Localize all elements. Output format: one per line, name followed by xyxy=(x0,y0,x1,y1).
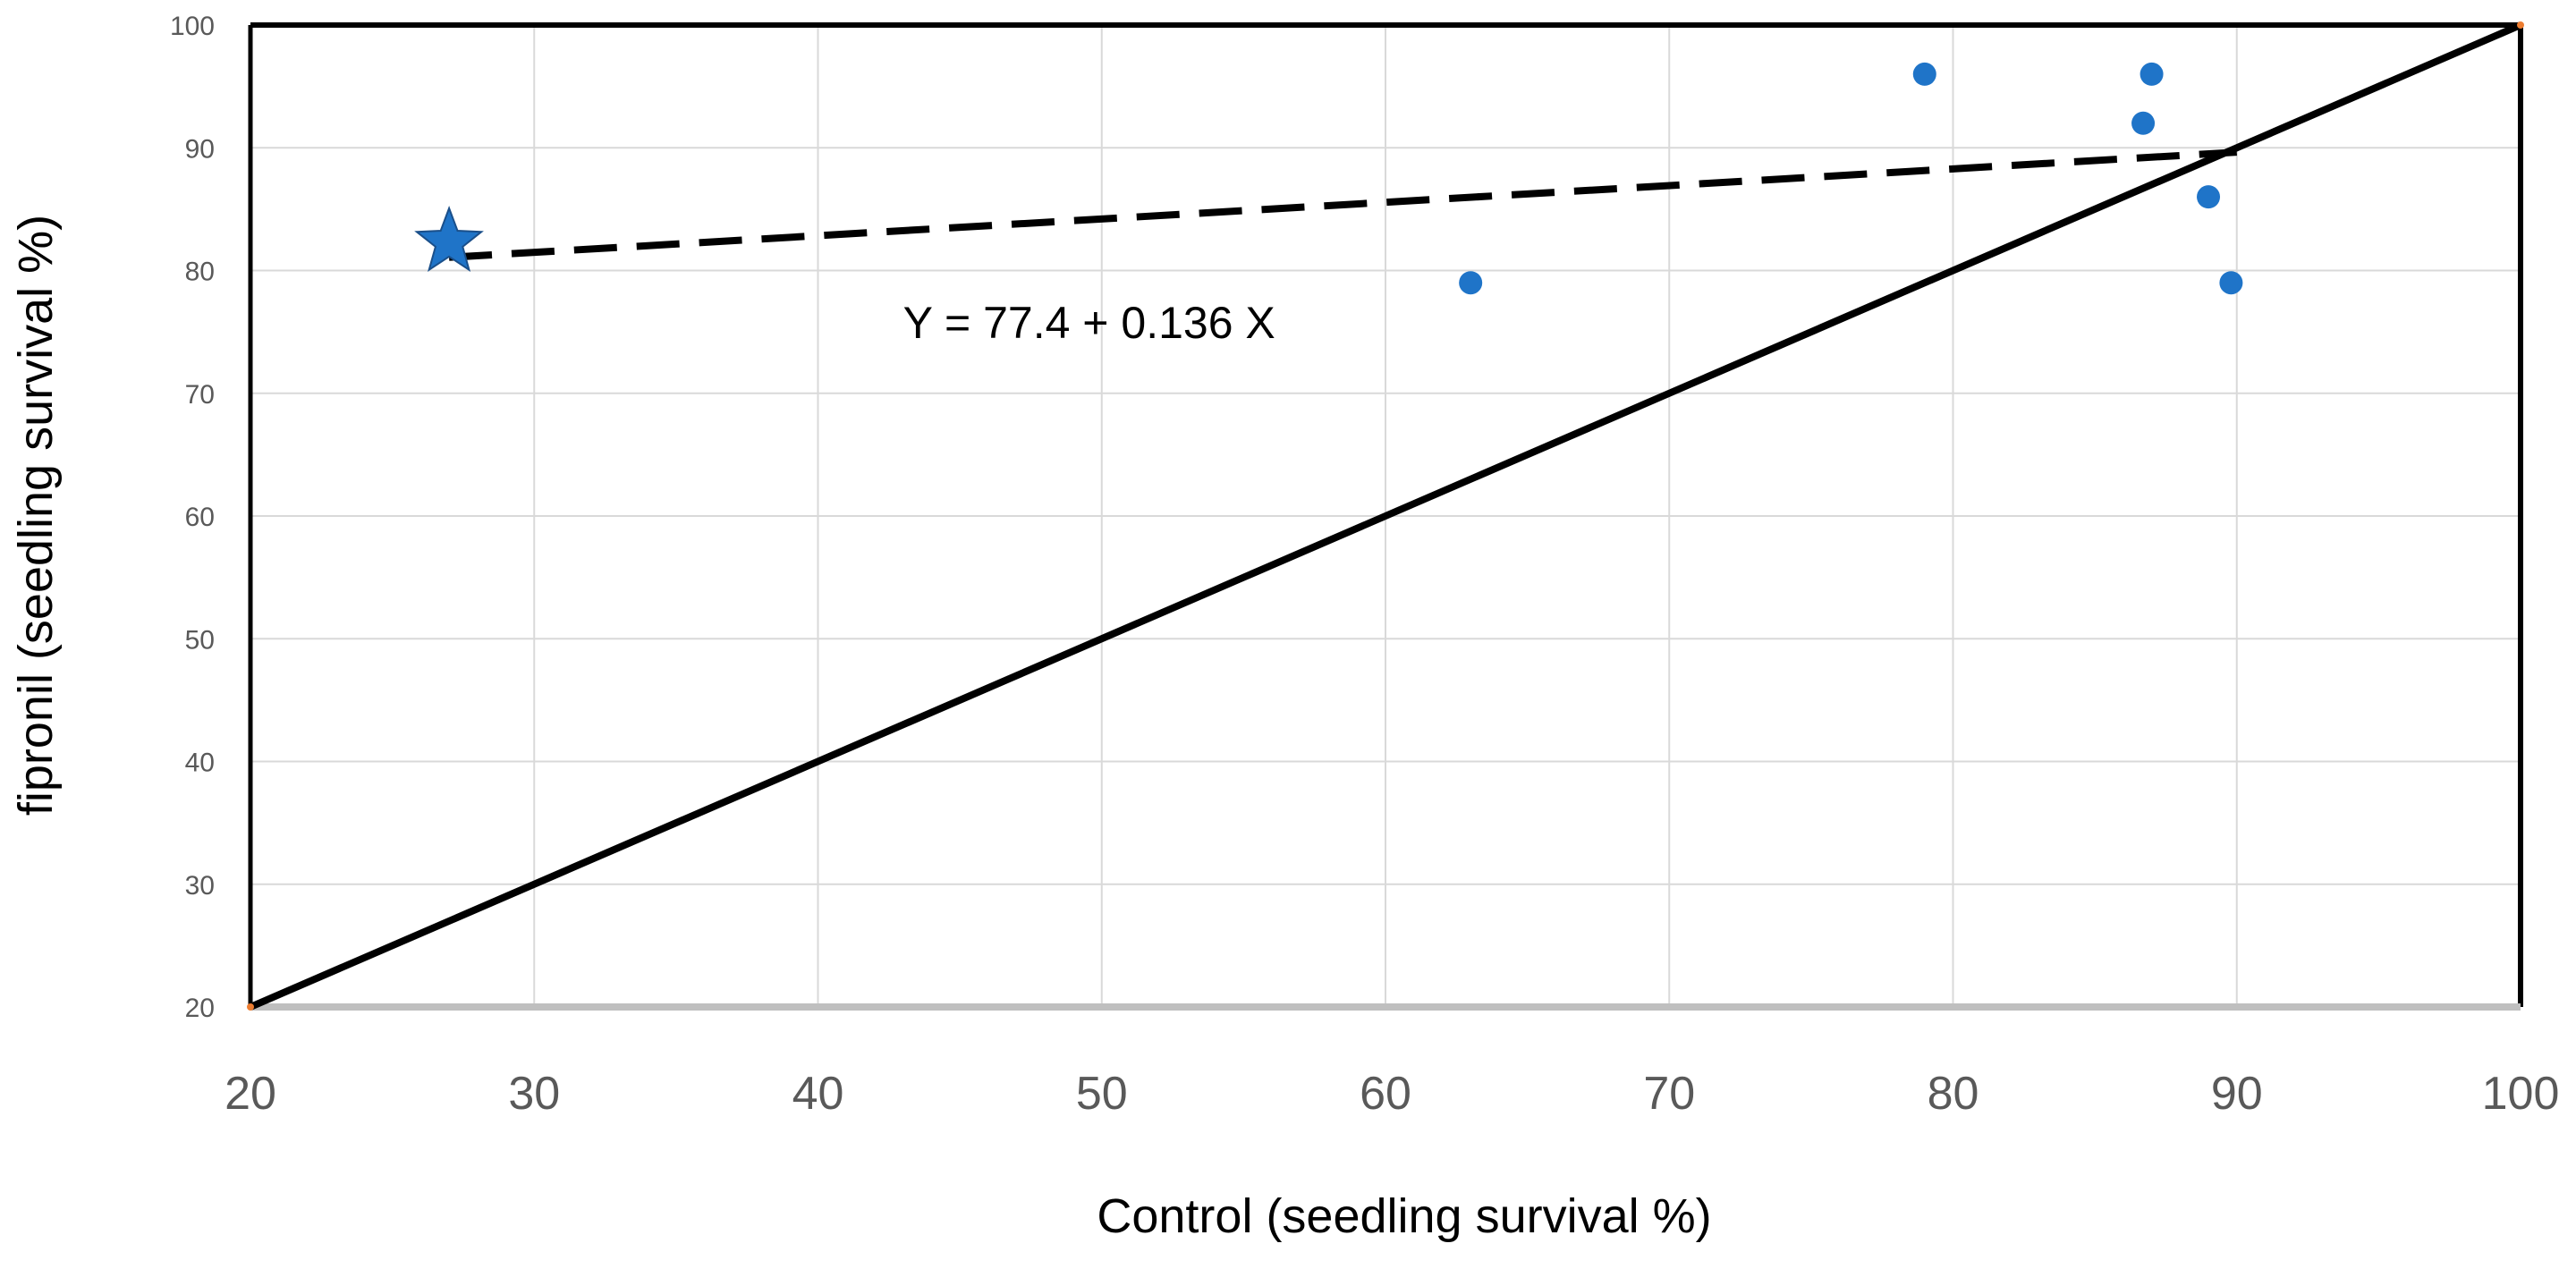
y-tick-label: 30 xyxy=(185,871,215,901)
y-tick-label: 60 xyxy=(185,503,215,532)
x-tick-label: 30 xyxy=(508,1068,560,1120)
y-tick-label: 100 xyxy=(170,12,215,41)
data-point xyxy=(1912,62,1936,86)
x-tick-labels: 20 30 40 50 60 70 80 90 100 xyxy=(225,1068,2559,1120)
data-point xyxy=(2140,62,2164,86)
chart-lines xyxy=(247,21,2524,1011)
y-tick-label: 80 xyxy=(185,258,215,287)
line-endpoint-marker xyxy=(247,1003,254,1011)
plot-frame xyxy=(248,22,2523,1011)
data-point xyxy=(1459,271,1483,295)
y-tick-label: 70 xyxy=(185,380,215,410)
y-tick-labels: 20 30 40 50 60 70 80 90 100 xyxy=(170,12,215,1023)
x-tick-label: 100 xyxy=(2482,1068,2560,1120)
x-tick-label: 90 xyxy=(2211,1068,2263,1120)
star-marker xyxy=(414,206,484,273)
data-point xyxy=(2219,271,2243,295)
regression-line xyxy=(448,148,2237,261)
x-tick-label: 60 xyxy=(1360,1068,1411,1120)
x-tick-label: 50 xyxy=(1076,1068,1128,1120)
x-tick-label: 80 xyxy=(1928,1068,1979,1120)
data-point xyxy=(2131,111,2156,135)
y-tick-label: 20 xyxy=(185,994,215,1023)
y-tick-label: 90 xyxy=(185,134,215,164)
y-tick-label: 40 xyxy=(185,749,215,778)
y-axis-label: fipronil (seedling survival %) xyxy=(9,215,63,816)
data-points xyxy=(414,62,2243,295)
data-point xyxy=(2197,185,2221,209)
regression-equation: Y = 77.4 + 0.136 X xyxy=(903,298,1275,348)
gridlines xyxy=(250,25,2521,1007)
one-to-one-line xyxy=(249,21,2522,1011)
line-endpoint-marker xyxy=(2517,21,2524,29)
x-tick-label: 40 xyxy=(792,1068,844,1120)
y-tick-label: 50 xyxy=(185,625,215,655)
x-tick-label: 20 xyxy=(225,1068,276,1120)
x-tick-label: 70 xyxy=(1643,1068,1695,1120)
x-axis-label: Control (seedling survival %) xyxy=(1097,1189,1711,1243)
